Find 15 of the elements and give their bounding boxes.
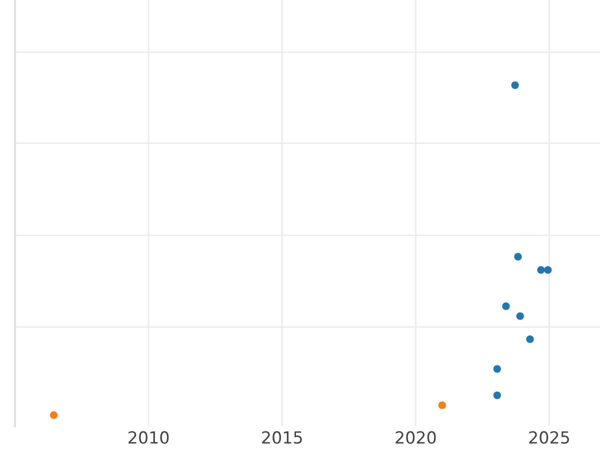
- x-tick-label: 2025: [529, 431, 569, 444]
- x-tick-label: 2020: [396, 431, 436, 444]
- point: [537, 266, 545, 274]
- x-tick-label: 2015: [262, 431, 302, 444]
- point: [493, 392, 501, 400]
- point: [516, 312, 524, 320]
- point: [514, 252, 522, 261]
- point: [526, 335, 534, 344]
- point: [511, 81, 519, 89]
- point: [50, 411, 58, 419]
- point: [493, 365, 501, 373]
- point: [544, 266, 552, 274]
- point: [438, 401, 446, 410]
- point: [502, 302, 510, 310]
- x-tick-label: 2010: [128, 431, 169, 444]
